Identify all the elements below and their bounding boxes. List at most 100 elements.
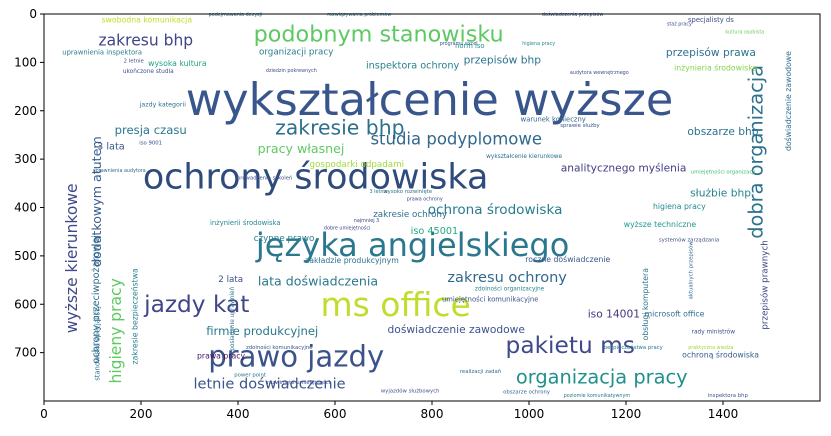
word-5: jazdy kat (143, 291, 249, 318)
word-11: dobra organizacja (744, 65, 767, 239)
word-19: pracy własnej (258, 141, 345, 156)
word-32: iso 14001 (588, 307, 640, 320)
word-15: zakresu ochrony (447, 269, 567, 286)
word-layer: wykształcenie wyższe ochrony środowiska ję… (62, 11, 793, 399)
word-54: obsługi komputera (641, 268, 650, 341)
word-83: audytora wewnętrznego (570, 70, 629, 76)
word-85: poziomie komunikatywnym (564, 393, 631, 399)
word-91: uprawnienia audytora (93, 168, 146, 174)
word-14: letnie doświadczenie (193, 376, 345, 393)
word-24: przepisów prawa (666, 46, 756, 59)
word-50: microsoft office (645, 309, 705, 318)
x-tick-label-1: 200 (130, 407, 153, 421)
word-17: zakresu bhp (99, 32, 194, 50)
word-61: jazdy kategorii (139, 101, 187, 108)
word-75: podejmowania decyzji (209, 12, 263, 18)
word-39: ochrony przeciwpożarowej (91, 235, 102, 364)
word-66: prowadzenia szkoleń (237, 174, 292, 181)
word-37: 2 lata (218, 275, 243, 285)
x-tick-label-0: 0 (40, 407, 48, 421)
word-52: przepisów prawnych (760, 240, 771, 329)
word-46: uprawnienia inspektora (62, 49, 142, 57)
word-73: power point (234, 372, 266, 378)
word-55: stanowisku specjalisty (93, 305, 101, 381)
plot-background (44, 14, 820, 401)
word-16: ochrona środowiska (428, 202, 563, 218)
word-2: języka angielskiego (255, 226, 569, 264)
word-56: norm iso (455, 42, 484, 50)
word-74: obszarze ochrony (503, 389, 550, 395)
word-51: zakresie bezpieczeństwa (131, 268, 140, 365)
word-0: wykształcenie wyższe (186, 74, 674, 126)
word-96: 3 letnie (370, 189, 388, 195)
word-84: bezpieczeństwa pracy (604, 344, 663, 351)
word-23: przepisów bhp (464, 53, 542, 66)
word-29: służbie bhp (690, 186, 751, 199)
y-tick-label-0: 0 (29, 7, 37, 21)
word-9: organizacja pracy (516, 365, 688, 388)
word-92: iso 9001 (139, 141, 162, 147)
word-28: 3 lata (97, 142, 125, 153)
word-80: kultura osobista (725, 29, 764, 35)
word-8: zakresie bhp (275, 116, 404, 140)
word-41: wyższe techniczne (624, 220, 697, 229)
word-97: najmniej 3 (354, 218, 379, 224)
word-1: ochrony środowiska (143, 158, 489, 198)
word-27: dodatkowym atutem (89, 136, 104, 267)
word-12: wyższe kierunkowe (63, 183, 81, 333)
word-90: sprawie służby (560, 123, 599, 129)
y-tick-label-6: 600 (14, 297, 37, 311)
x-tick-label-6: 1200 (611, 407, 642, 421)
word-18: lata doświadczenia (258, 274, 378, 289)
word-67: wysoko rozwinięte (383, 189, 432, 195)
word-47: prawa pracy (197, 352, 246, 361)
word-60: wykształcenie kierunkowe (486, 154, 562, 160)
word-35: gospodarki odpadami (310, 160, 405, 170)
y-tick-label-4: 400 (14, 201, 37, 215)
word-68: zdolności organizacyjne (475, 286, 545, 293)
word-30: organizacji pracy (259, 48, 333, 58)
word-82: dziedzin pokrewnych (266, 68, 317, 74)
word-34: zakresie ochrony (373, 210, 447, 220)
word-3: ms office (321, 285, 471, 324)
word-72: rozwinięte umiejętności (267, 379, 330, 386)
y-tick-label-2: 200 (14, 104, 37, 118)
word-53: doświadczenie zawodowe (784, 51, 793, 151)
word-94: umiejętności organizacji (691, 169, 756, 176)
x-tick-label-3: 600 (324, 407, 347, 421)
word-71: wyjazdów służbowych (381, 387, 440, 394)
word-87: systemów zarządzania (659, 236, 719, 243)
y-tick-label-3: 300 (14, 152, 37, 166)
y-tick-label-5: 500 (14, 249, 37, 263)
word-20: firmie produkcyjnej (206, 324, 318, 338)
word-21: doświadczenie zawodowe (388, 323, 525, 336)
word-89: praktyczna wiedza (688, 345, 733, 351)
word-62: ukończone studia (123, 68, 174, 75)
word-64: rady ministrów (692, 328, 736, 335)
word-36: czynne prawo (254, 234, 315, 244)
word-7: pakietu ms (506, 332, 635, 359)
word-86: inspektora bhp (708, 393, 749, 399)
word-59: inżynierii środowiska (210, 219, 281, 227)
word-10: studia podyplomowe (370, 129, 542, 148)
word-57: specjalisty ds (688, 16, 734, 24)
word-42: swobodna komunikacja (102, 15, 193, 24)
x-tick-label-5: 1000 (514, 407, 545, 421)
x-axis: 0 200 400 600 800 1000 1200 1400 (40, 401, 738, 421)
word-43: wysoka kultura (148, 59, 207, 68)
word-63: posiadanie uprawnień (229, 286, 236, 350)
y-axis: 0 100 200 300 400 500 600 700 (14, 7, 44, 360)
word-31: inspektora ochrony (366, 61, 460, 72)
word-70: realizacji zadań (460, 368, 501, 375)
word-88: aktualnych przepisów (687, 241, 694, 300)
word-48: ochroną środowiska (682, 351, 759, 360)
x-tick-label-4: 800 (421, 407, 444, 421)
word-81: staż pracy (667, 22, 692, 28)
word-78: programu excel (440, 41, 478, 47)
y-tick-label-1: 100 (14, 55, 37, 69)
word-45: higiena pracy (653, 202, 706, 211)
word-65: 2 letnie (124, 58, 144, 64)
word-40: umiejętności komunikacyjne (442, 295, 538, 303)
word-33: iso 45001 (411, 226, 459, 237)
